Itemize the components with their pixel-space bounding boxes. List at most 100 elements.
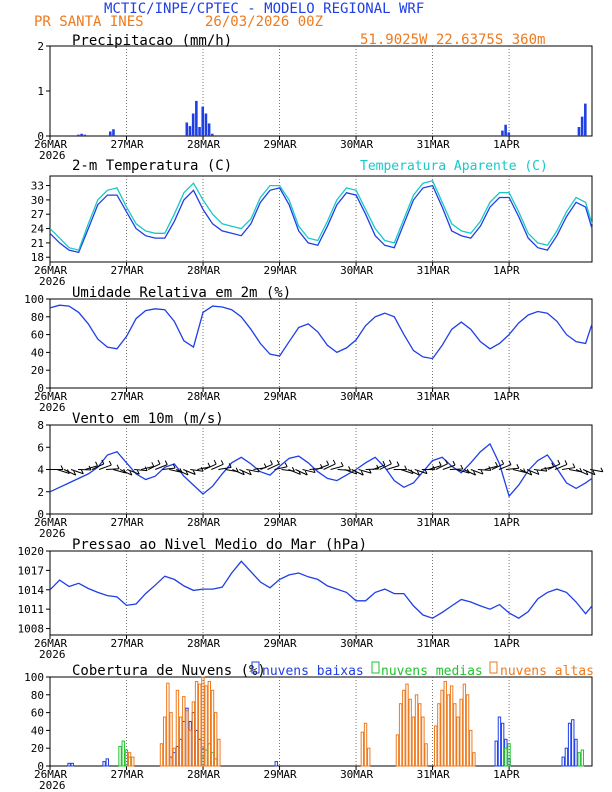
cloud-bar-nuvens-medias [507, 743, 511, 767]
wind-barb [134, 469, 148, 472]
main-title: MCTIC/INPE/CPTEC - MODELO REGIONAL WRF [104, 1, 424, 17]
panel-1-frame [49, 175, 593, 263]
cloud-bar-nuvens-baixas [567, 722, 572, 767]
y-tick-label: 60 [31, 329, 44, 342]
y-tick-label: 8 [37, 419, 44, 432]
wind-barb [554, 463, 568, 470]
legend-low-swatch [251, 661, 260, 674]
series-line-1 [49, 184, 593, 254]
wind-barb [204, 463, 217, 470]
wind-barb-flag [276, 459, 280, 465]
x-tick-label: 31MAR [417, 390, 450, 403]
wind-title: Vento em 10m (m/s) [72, 411, 224, 427]
cloud-bar-nuvens-altas [411, 716, 416, 767]
wind-barb [477, 469, 491, 471]
cloud-bar-nuvens-medias [118, 745, 122, 767]
cloud-bar-nuvens-altas [472, 752, 476, 767]
precip-bar [112, 129, 115, 136]
cloud-bar-nuvens-altas [185, 710, 189, 767]
cloud-bar-nuvens-altas [198, 683, 202, 767]
y-tick-label: 0 [37, 760, 44, 773]
y-tick-label: 20 [31, 364, 44, 377]
wind-barb-flag [291, 466, 295, 472]
wind-barb [351, 469, 364, 476]
wind-barb-flag [473, 470, 477, 476]
wind-barb-flag [445, 459, 448, 465]
legend-high-label: nuvens altas [500, 664, 594, 679]
pressure-title: Pressao ao Nivel Medio do Mar (hPa) [72, 537, 367, 553]
wind-barb-flag [220, 460, 224, 465]
cloud-bar-nuvens-altas [398, 703, 403, 767]
wind-barb [155, 464, 168, 470]
wind-barb [91, 463, 105, 470]
cloud-bar-nuvens-altas [465, 694, 470, 767]
legend-high-swatch [489, 661, 498, 674]
wind-barb-flag [80, 469, 84, 474]
x-tick-label: 1APR [493, 390, 520, 403]
wind-barb [456, 469, 470, 474]
wind-barb [547, 463, 561, 470]
y-tick-label: 20 [31, 742, 44, 755]
precip-bar [204, 113, 208, 136]
cloud-bar-nuvens-altas [408, 698, 412, 767]
precip-bar [185, 122, 189, 136]
cloud-bar-nuvens-baixas [67, 762, 71, 767]
precip-bar [501, 130, 504, 136]
y-tick-label: 33 [31, 180, 44, 193]
x-tick-label: 29MAR [264, 637, 297, 650]
x-tick-label: 29MAR [264, 516, 297, 529]
wind-barb-flag [557, 459, 561, 465]
precip-bar [108, 131, 112, 136]
wind-barb [533, 469, 547, 472]
cloud-bar-nuvens-altas [449, 685, 454, 767]
y-tick-label: 30 [31, 194, 44, 207]
series-line-3 [49, 442, 593, 498]
cloud-bar-nuvens-altas [131, 756, 135, 767]
wind-barb-flag [348, 466, 351, 471]
x-tick-label: 26MAR [34, 768, 67, 781]
wind-barb-flag [438, 461, 442, 466]
cloud-bar-nuvens-altas [217, 738, 221, 767]
x-tick-label: 28MAR [187, 138, 220, 151]
wind-barb [98, 464, 112, 470]
wind-barb [372, 464, 386, 470]
y-tick-label: 4 [37, 464, 44, 477]
wind-barb-flag [157, 459, 161, 465]
precip-bar [577, 127, 581, 136]
cloud-bar-nuvens-altas [207, 680, 212, 767]
cloud-bar-nuvens-baixas [497, 716, 502, 767]
x-tick-label: 26MAR [34, 637, 67, 650]
y-tick-label: 100 [24, 293, 44, 306]
wind-barb [358, 469, 372, 474]
cloud-bar-nuvens-altas [201, 676, 205, 767]
cloud-bar-nuvens-altas [402, 689, 406, 767]
precip-bar [83, 134, 87, 136]
cloud-bar-nuvens-altas [162, 716, 167, 767]
cloud-bar-nuvens-baixas [274, 761, 278, 767]
cloud-bar-nuvens-baixas [105, 758, 109, 767]
cloud-bar-nuvens-medias [577, 752, 581, 767]
wind-barb [442, 464, 456, 470]
x-tick-label: 30MAR [340, 516, 373, 529]
x-year-label: 2026 [39, 527, 66, 540]
cloud-title: Cobertura de Nuvens (%) [72, 663, 266, 679]
wind-barb-flag [404, 465, 408, 470]
cloud-bar-nuvens-altas [437, 703, 441, 767]
wind-barb [540, 466, 554, 470]
precip-bar [507, 132, 511, 136]
precip-bar [195, 100, 198, 136]
cloud-bar-nuvens-altas [424, 743, 428, 767]
wind-barb-flag [185, 470, 189, 476]
cloud-bar-nuvens-altas [421, 716, 425, 767]
x-tick-label: 1APR [493, 637, 520, 650]
cloud-bar-nuvens-altas [456, 716, 460, 767]
wind-barb-flag [536, 470, 540, 475]
x-tick-label: 1APR [493, 264, 520, 277]
cloud-bar-nuvens-altas [191, 701, 196, 767]
wind-barb [302, 469, 316, 474]
x-tick-label: 1APR [493, 516, 520, 529]
wind-barb-flag [332, 459, 336, 465]
wind-barb [169, 469, 183, 473]
wind-barb [70, 469, 84, 475]
wind-barb [470, 469, 484, 475]
